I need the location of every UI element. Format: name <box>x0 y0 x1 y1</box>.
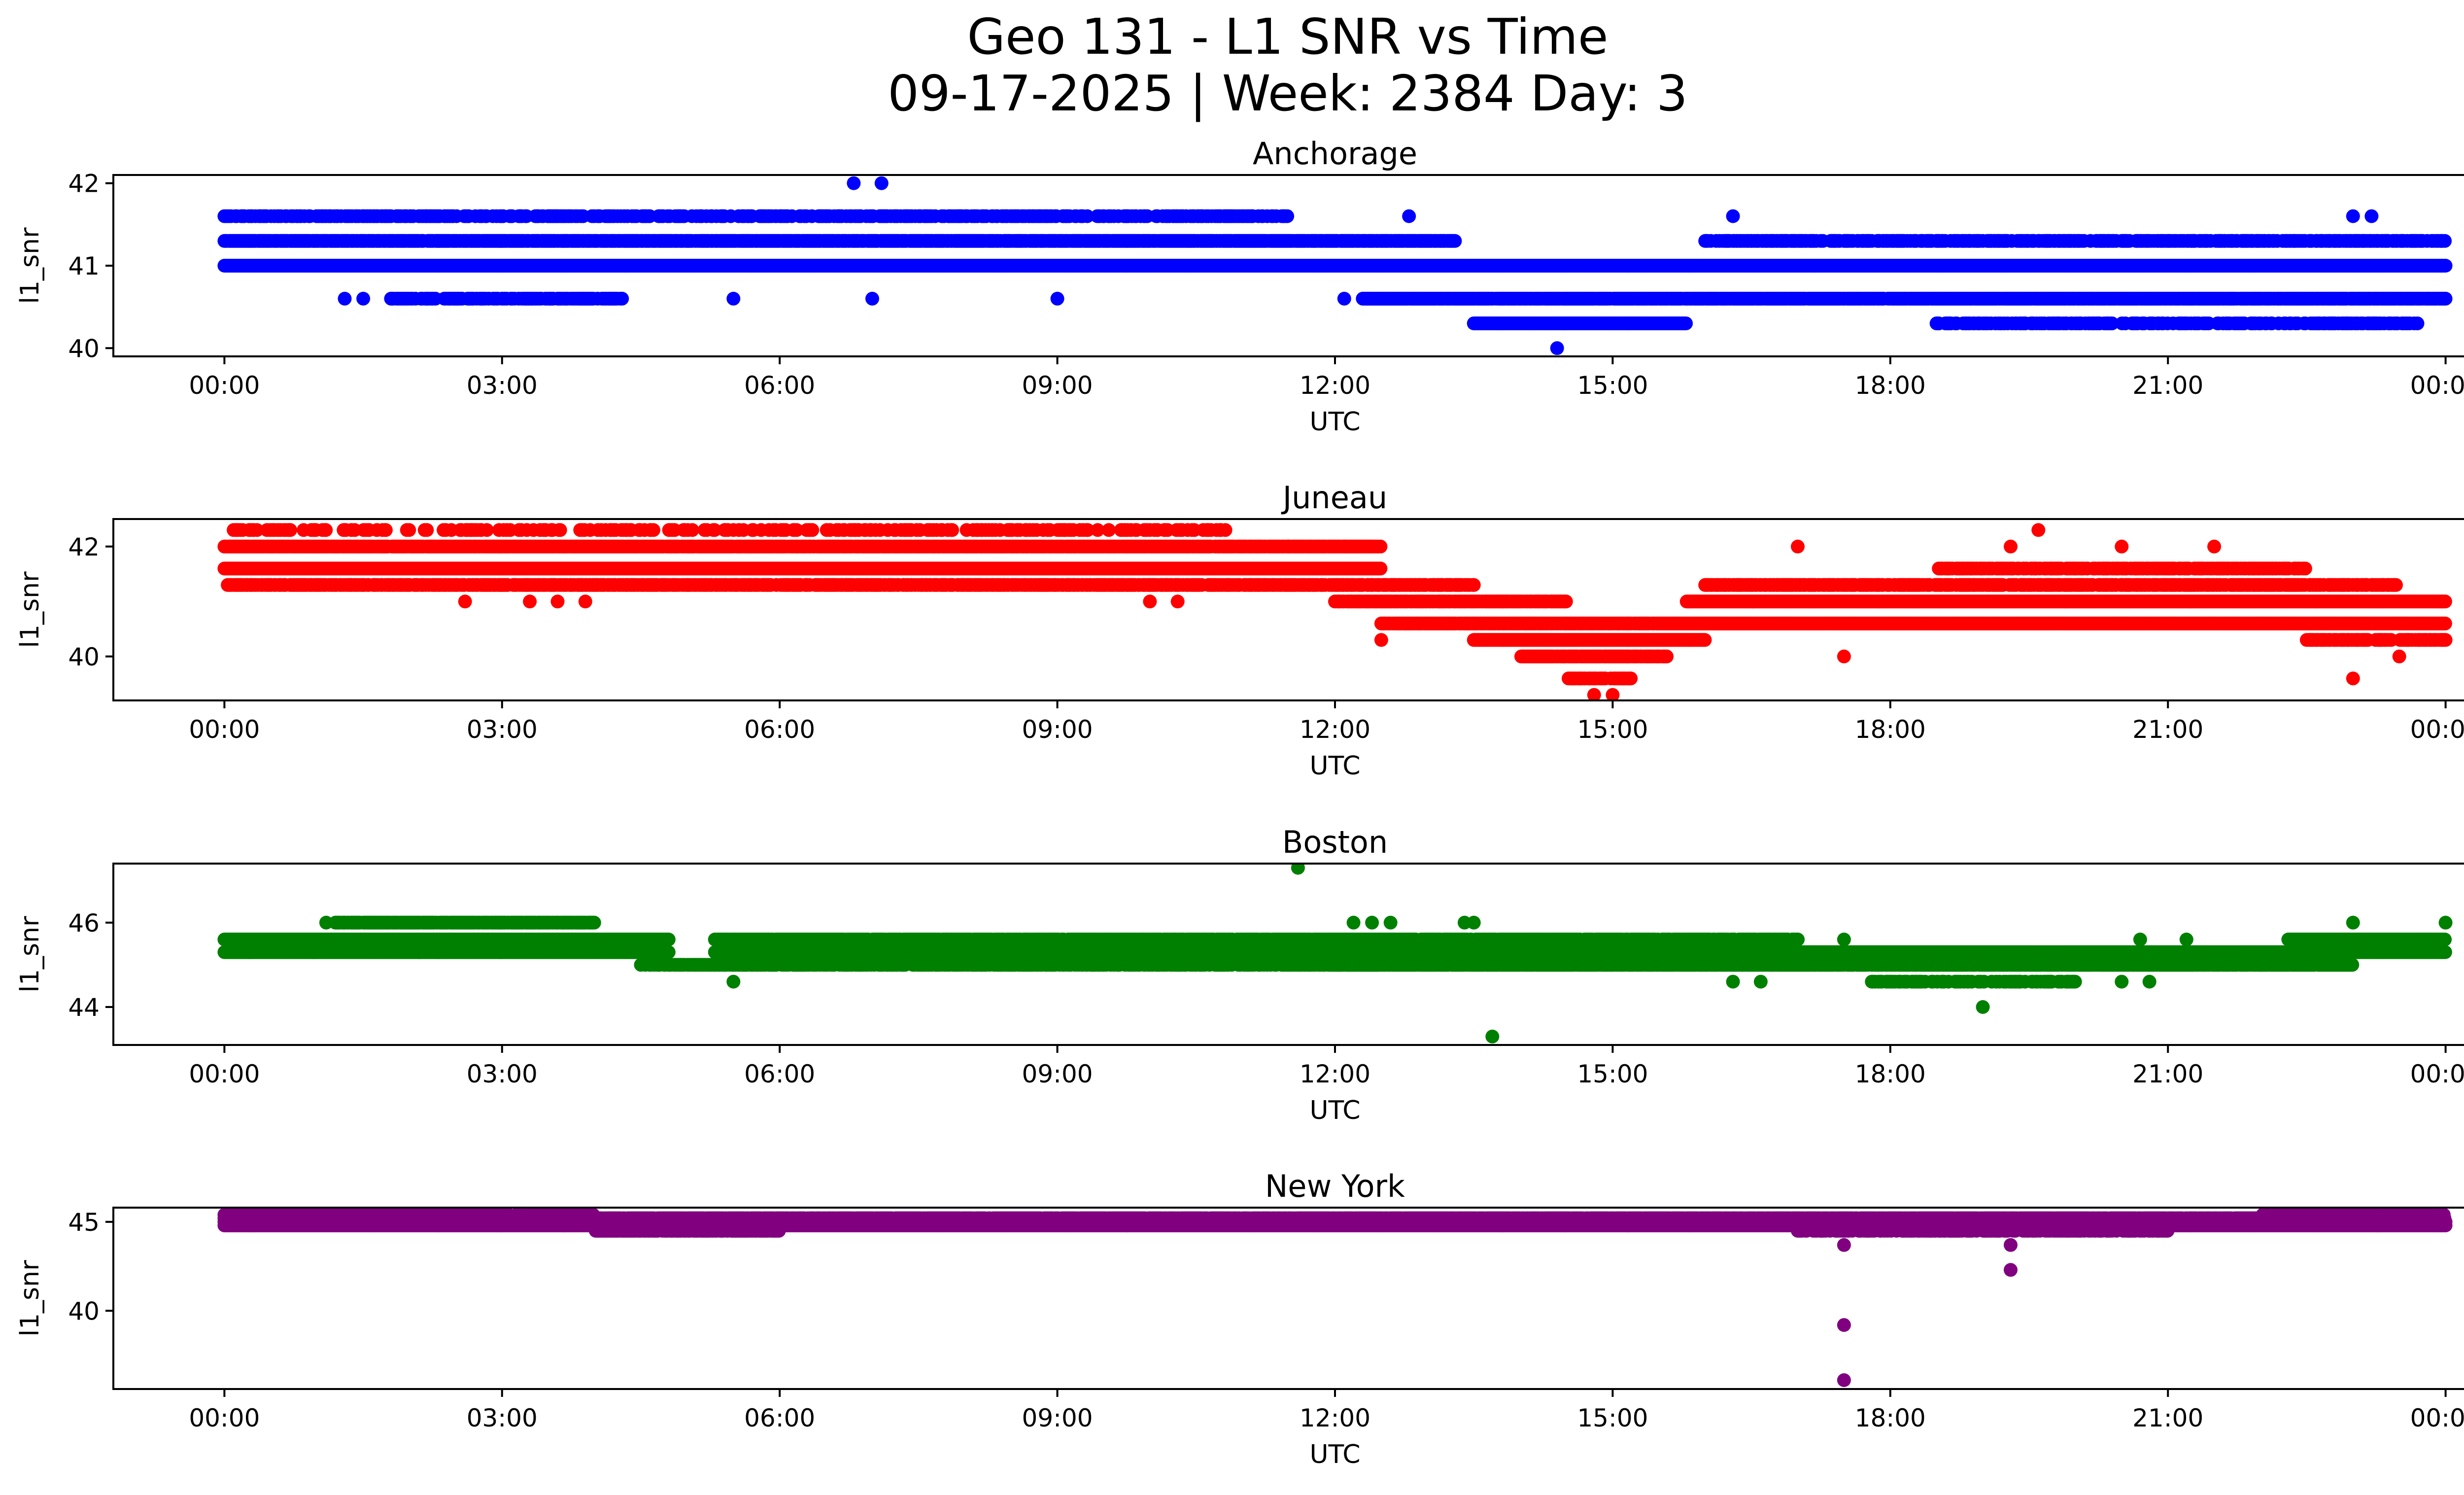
data-point <box>2105 316 2119 331</box>
figure-subtitle: 09-17-2025 | Week: 2384 Day: 3 <box>0 67 2464 121</box>
scatter-points <box>217 176 2453 355</box>
data-point <box>1679 316 1693 331</box>
figure-title: Geo 131 - L1 SNR vs Time <box>0 10 2464 64</box>
data-point <box>2438 259 2453 273</box>
data-point <box>2410 316 2425 331</box>
data-point <box>1448 234 1462 248</box>
data-point <box>2438 291 2453 306</box>
data-point <box>2438 234 2452 248</box>
subplot-title: Anchorage <box>1253 136 1417 172</box>
